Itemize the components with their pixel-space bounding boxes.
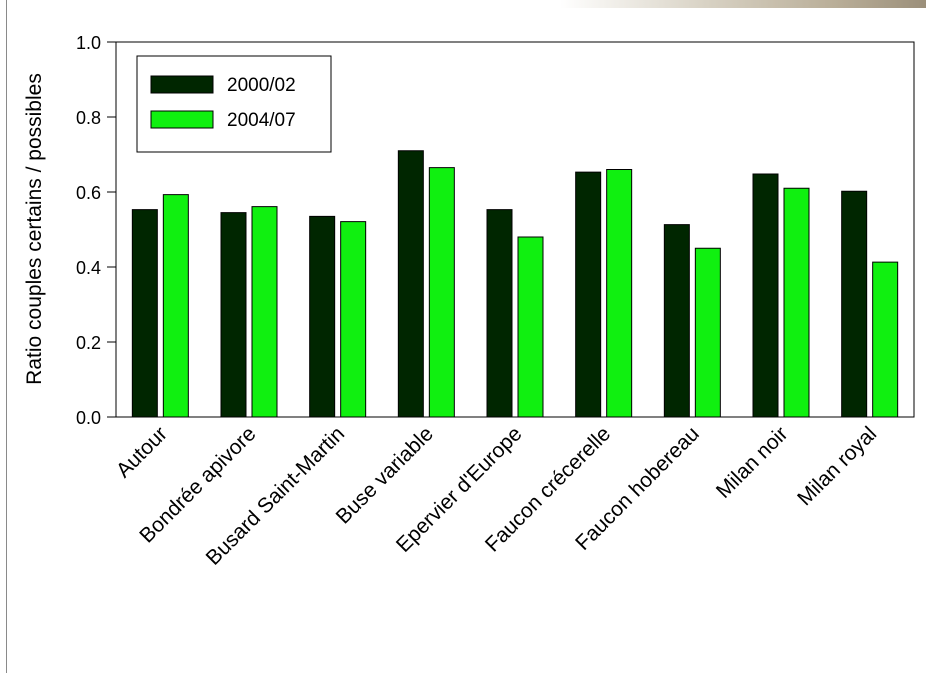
y-tick-label-3: 0.6 [76, 183, 101, 203]
bar-series1-6 [663, 224, 690, 418]
y-tick-label-0: 0.0 [76, 408, 101, 428]
bar-series2-5 [606, 169, 633, 418]
y-tick-label-4: 0.8 [76, 108, 101, 128]
bar-series1-0 [131, 209, 158, 418]
legend-swatch-2 [150, 110, 214, 129]
frame-left-border [6, 0, 7, 673]
x-tick-label-0: Autour [112, 422, 172, 482]
bar-series2-4 [517, 236, 544, 418]
plot-area [131, 150, 899, 418]
bar-series1-2 [309, 215, 336, 418]
bar-series1-5 [575, 171, 602, 418]
y-tick-label-2: 0.4 [76, 258, 101, 278]
legend-label-1: 2000/02 [227, 75, 296, 96]
bar-series1-7 [752, 173, 779, 418]
legend-swatch-1 [150, 75, 214, 94]
bar-series1-4 [486, 209, 513, 418]
bar-series2-1 [251, 206, 278, 418]
bar-series2-2 [340, 221, 367, 418]
y-tick-label-1: 0.2 [76, 333, 101, 353]
bar-series2-6 [694, 247, 721, 418]
bar-series1-3 [397, 150, 424, 418]
background-photo-strip [560, 0, 926, 8]
legend-box [136, 55, 332, 153]
x-tick-label-8: Milan royal [793, 422, 881, 510]
bar-series2-3 [428, 167, 455, 418]
x-tick-label-7: Milan noir [712, 422, 793, 503]
y-axis-label: Ratio couples certains / possibles [23, 73, 46, 385]
bar-series2-7 [783, 187, 810, 418]
plot-frame [115, 41, 915, 418]
bar-series2-8 [872, 261, 899, 418]
legend-label-2: 2004/07 [227, 110, 296, 131]
legend: 2000/02 2004/07 [136, 55, 332, 153]
bar-series2-0 [162, 194, 189, 418]
y-tick-label-5: 1.0 [76, 33, 101, 53]
bar-series1-8 [841, 190, 868, 418]
bar-series1-1 [220, 212, 247, 418]
